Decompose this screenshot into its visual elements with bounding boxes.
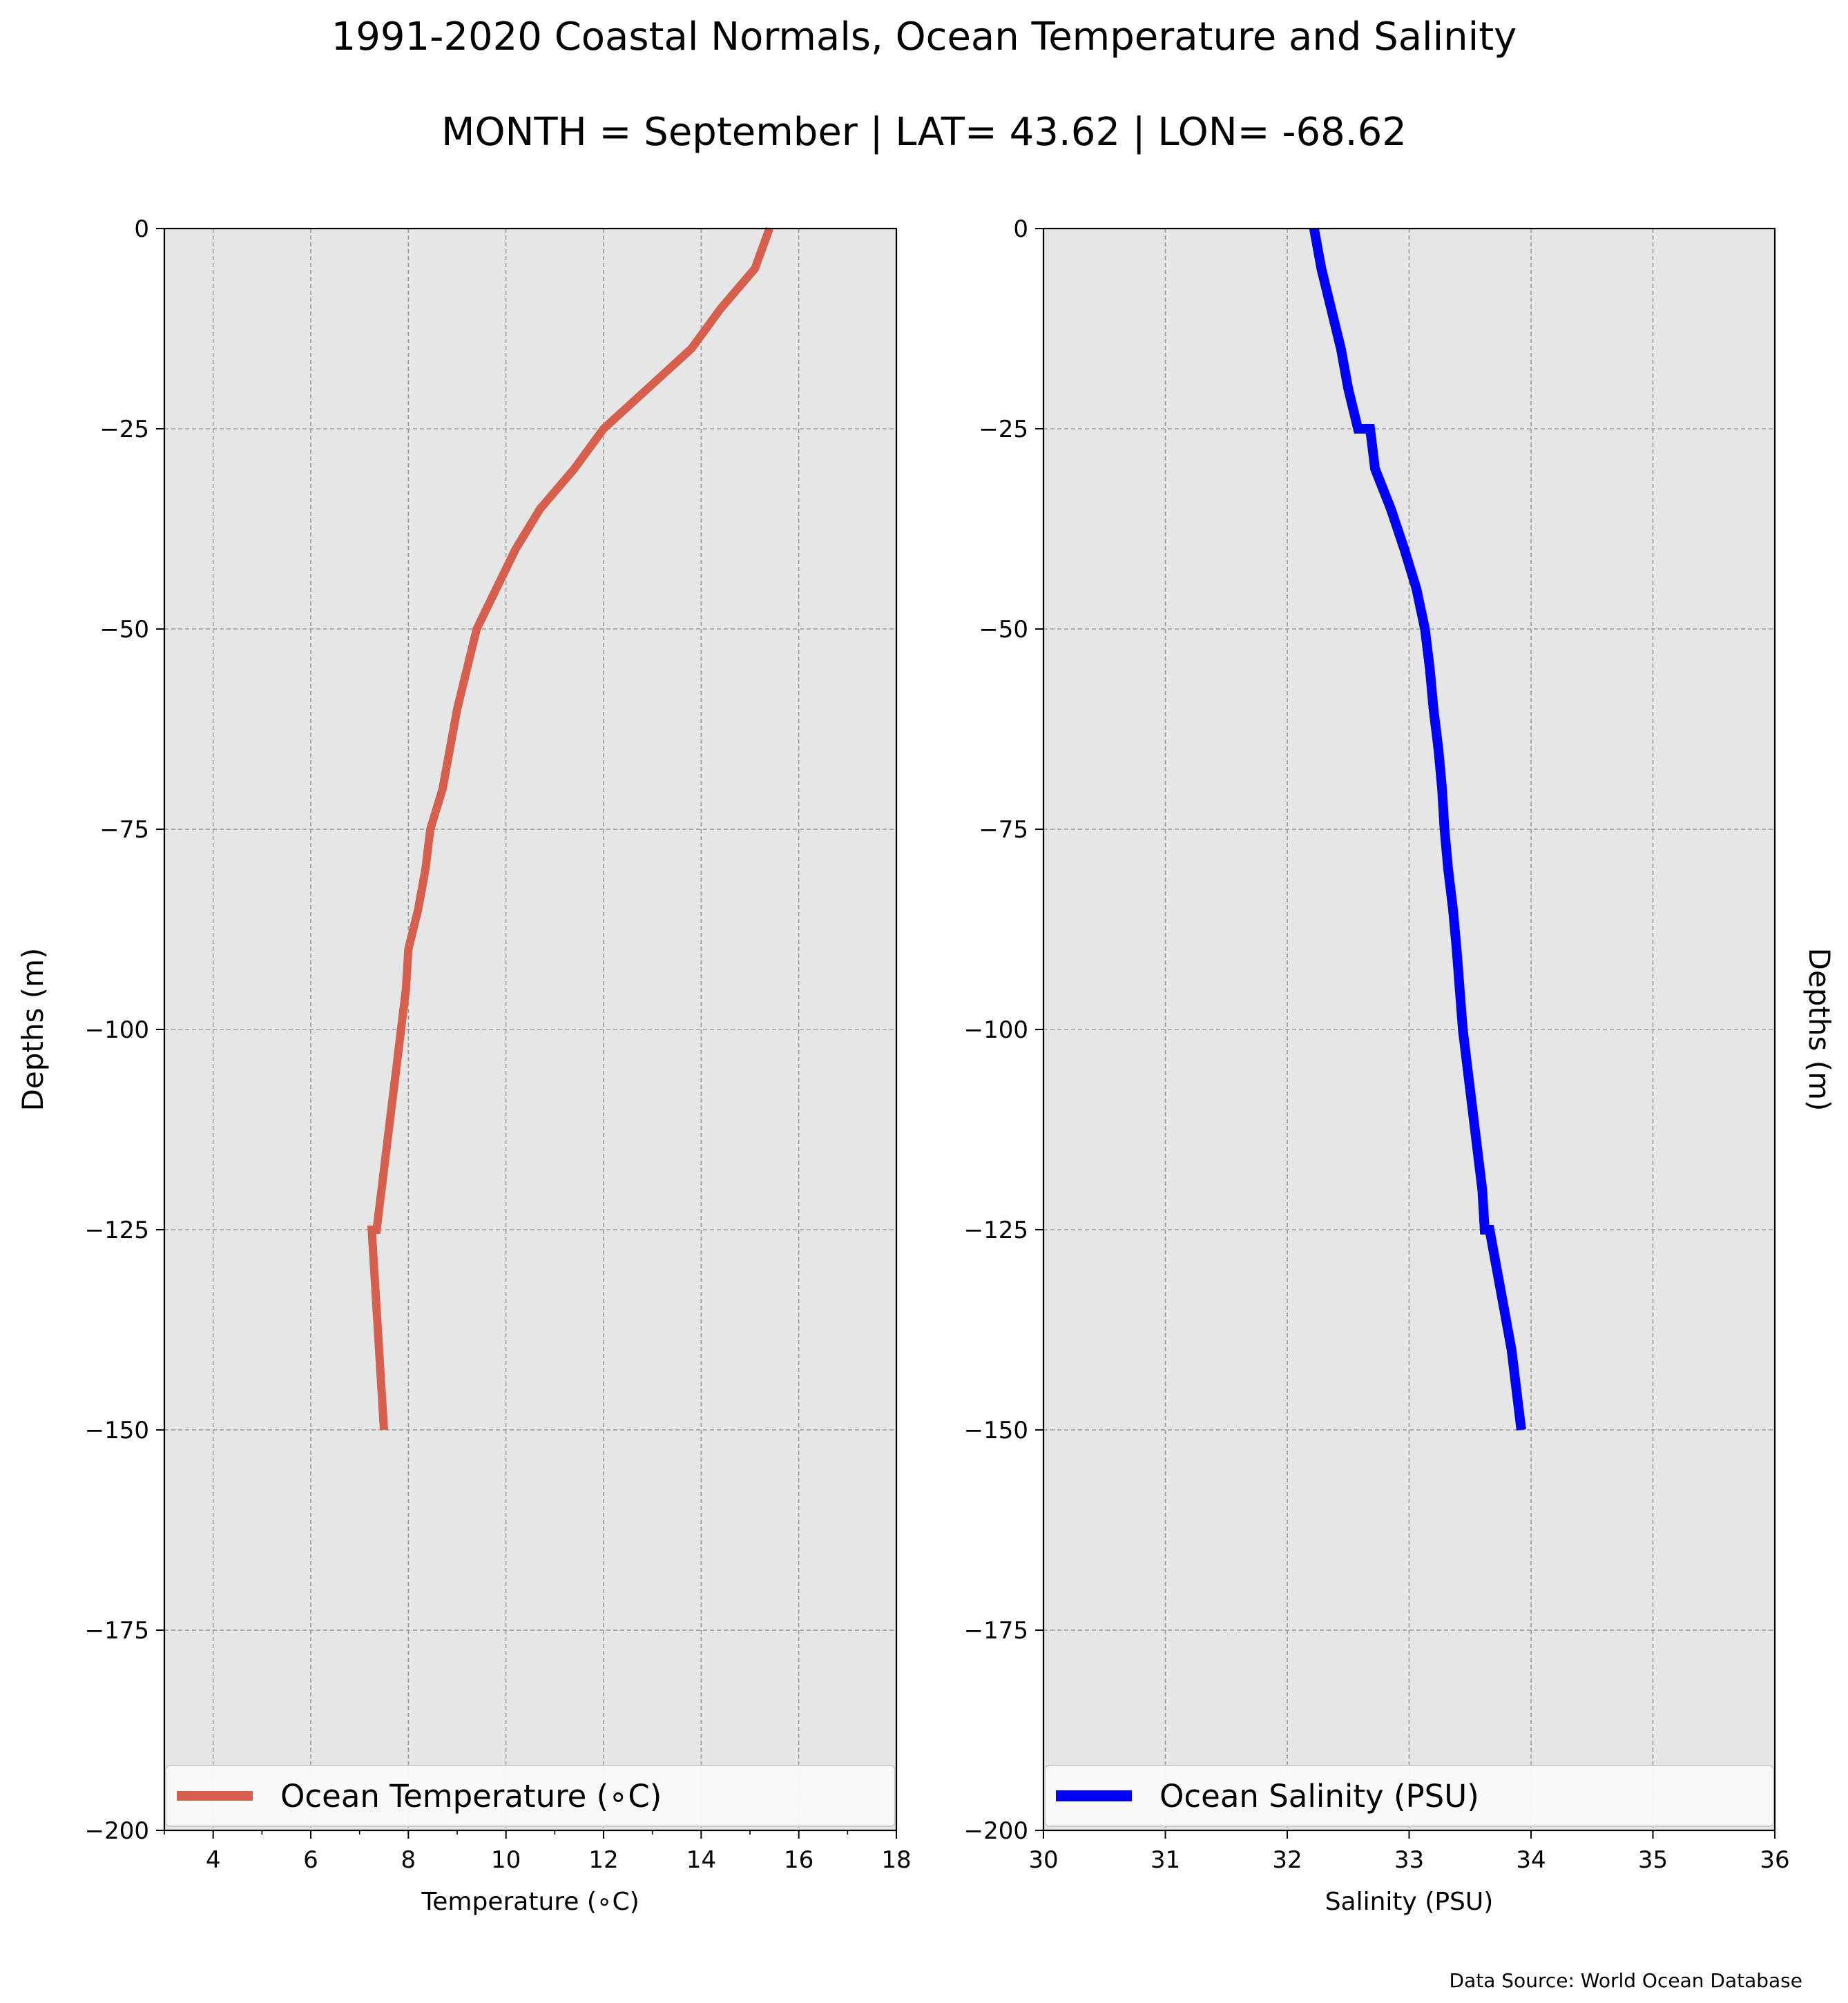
salinity-y-tick-label: −75 — [979, 816, 1028, 844]
salinity-y-tick-label: −25 — [979, 416, 1028, 443]
salinity-x-tick-label: 35 — [1638, 1846, 1668, 1874]
temperature-y-axis-label: Depths (m) — [16, 948, 50, 1112]
temperature-x-tick-label: 12 — [588, 1846, 618, 1874]
temperature-y-tick-label: −50 — [99, 616, 149, 644]
salinity-x-tick-label: 31 — [1151, 1846, 1180, 1874]
salinity-x-tick-label: 34 — [1516, 1846, 1546, 1874]
salinity-legend-box — [1044, 1765, 1774, 1827]
temperature-x-tick-label: 10 — [491, 1846, 521, 1874]
temperature-legend: Ocean Temperature (∘C) — [165, 1765, 896, 1827]
salinity-y-tick-label: −100 — [964, 1016, 1028, 1044]
temperature-x-tick-label: 6 — [303, 1846, 318, 1874]
salinity-x-tick-label: 33 — [1394, 1846, 1424, 1874]
salinity-series-line — [1309, 227, 1526, 1431]
salinity-y-tick-label: 0 — [1013, 215, 1028, 243]
temperature-x-tick-label: 18 — [881, 1846, 911, 1874]
temperature-legend-label: Ocean Temperature (∘C) — [280, 1778, 662, 1815]
figure-subtitle: MONTH = September | LAT= 43.62 | LON= -6… — [441, 110, 1407, 155]
salinity-x-tick-label: 32 — [1272, 1846, 1302, 1874]
temperature-x-tick-label: 8 — [401, 1846, 416, 1874]
temperature-x-tick-label: 4 — [206, 1846, 221, 1874]
salinity-y-tick-label: −125 — [964, 1217, 1028, 1244]
temperature-x-tick-label: 14 — [686, 1846, 716, 1874]
temperature-y-tick-label: 0 — [134, 215, 149, 243]
temperature-x-tick-label: 16 — [784, 1846, 814, 1874]
temperature-y-tick-label: −75 — [99, 816, 149, 844]
temperature-y-tick-label: −100 — [85, 1016, 149, 1044]
temperature-panel: 0 −25 −50 −75 −100 −125 −150 −175 −200 4 6 8 10 12 14 1… — [16, 215, 912, 1916]
salinity-legend-label: Ocean Salinity (PSU) — [1159, 1778, 1479, 1815]
temperature-series-line — [367, 226, 773, 1431]
salinity-y-tick-label: −150 — [964, 1417, 1028, 1444]
temperature-y-tick-label: −25 — [99, 416, 149, 443]
temperature-legend-box — [165, 1765, 896, 1827]
salinity-x-tick-label: 36 — [1760, 1846, 1789, 1874]
figure-title: 1991-2020 Coastal Normals, Ocean Tempera… — [331, 14, 1517, 59]
salinity-legend: Ocean Salinity (PSU) — [1044, 1765, 1774, 1827]
data-source-note: Data Source: World Ocean Database — [1450, 1969, 1802, 1992]
salinity-y-tick-label: −175 — [964, 1617, 1028, 1645]
temperature-y-tick-label: −125 — [85, 1217, 149, 1244]
salinity-x-tick-label: 30 — [1028, 1846, 1058, 1874]
temperature-y-tick-label: −200 — [85, 1817, 149, 1845]
salinity-x-axis-label: Salinity (PSU) — [1325, 1888, 1494, 1916]
temperature-y-tick-label: −175 — [85, 1617, 149, 1645]
salinity-y-tick-label: −200 — [964, 1817, 1028, 1845]
temperature-y-tick-label: −150 — [85, 1417, 149, 1444]
salinity-y-tick-label: −50 — [979, 616, 1028, 644]
temperature-x-axis-label: Temperature (∘C) — [421, 1888, 639, 1916]
salinity-y-axis-label: Depths (m) — [1802, 948, 1836, 1112]
